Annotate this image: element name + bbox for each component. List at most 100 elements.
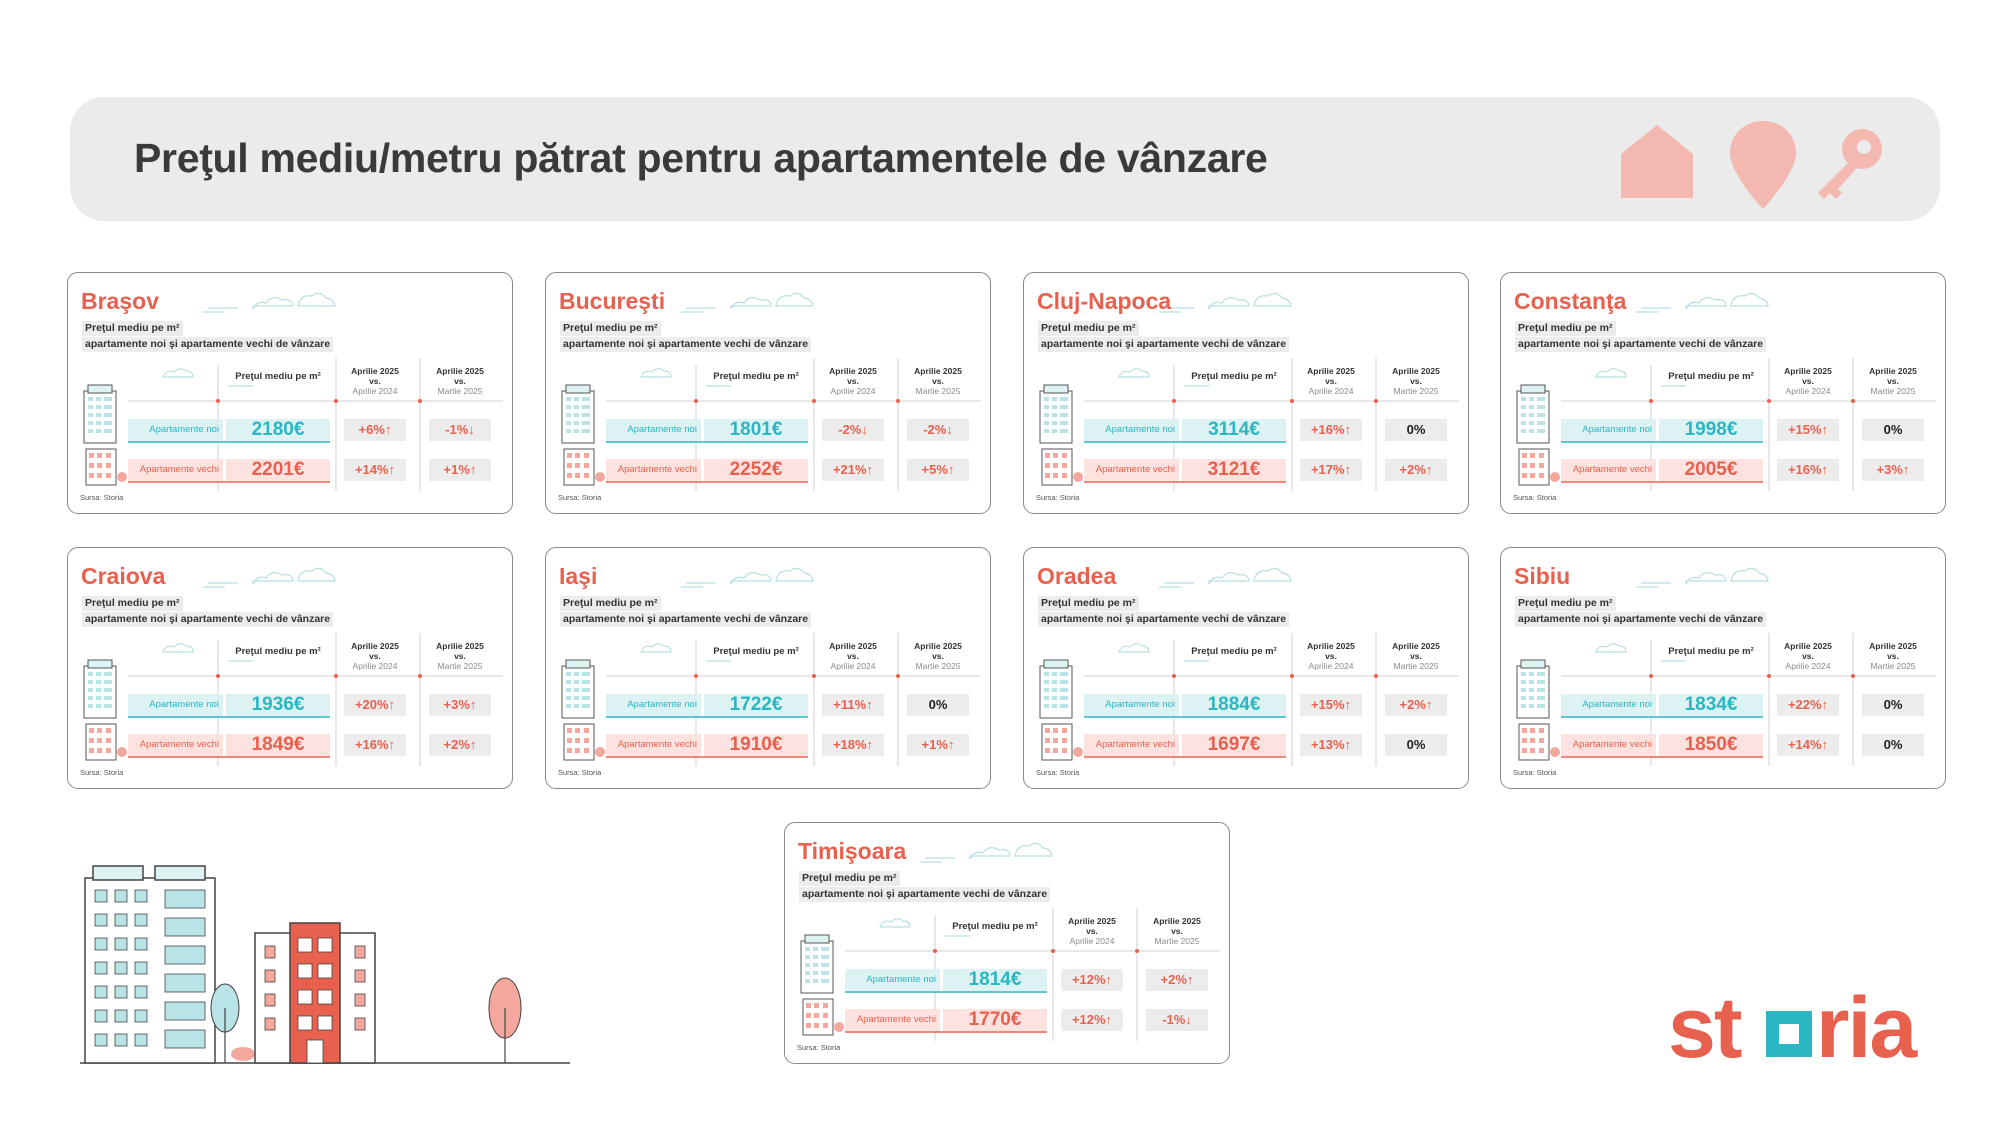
old-yoy-change: +12%↑ [1061,1009,1123,1031]
old-building-icon [85,723,127,761]
old-yoy-change: +18%↑ [822,734,884,756]
old-building-icon [1041,723,1083,761]
mom-header: Aprilie 2025 vs. Martie 2025 [436,366,484,396]
svg-text:st: st [1668,980,1742,1065]
old-yoy-change: +21%↑ [822,459,884,481]
new-mom-change: 0% [1385,419,1447,441]
new-yoy-change: +16%↑ [1300,419,1362,441]
old-building-icon [563,448,605,486]
old-price: 1697€ [1182,734,1286,756]
new-mom-change: 0% [1862,694,1924,716]
subtitle-line2: apartamente noi şi apartamente vechi de … [799,887,1051,902]
buildings-illustration [80,865,570,1064]
new-apartments-label: Apartamente noi [128,419,223,441]
subtitle-line1: Preţul mediu pe m² [1038,596,1139,611]
source-note: Sursa: Storia [1513,768,1557,777]
cloud-icon [1595,292,1769,387]
page-title: Preţul mediu/metru pătrat pentru apartam… [134,135,1268,181]
new-yoy-change: +12%↑ [1061,969,1123,991]
new-price: 1814€ [943,969,1047,991]
old-mom-change: -1%↓ [1146,1009,1208,1031]
new-price: 1801€ [704,419,808,441]
city-card-6: Oradea Preţul mediu pe m² apartamente no… [1023,547,1469,789]
source-note: Sursa: Storia [558,768,602,777]
old-apartments-label: Apartamente vechi [128,459,223,481]
new-apartments-label: Apartamente noi [1084,419,1179,441]
old-yoy-change: +14%↑ [1777,734,1839,756]
old-building-icon [1041,448,1083,486]
old-yoy-change: +14%↑ [344,459,406,481]
yoy-header: Aprilie 2025 vs. Aprilie 2024 [1307,641,1355,671]
new-apartments-label: Apartamente noi [606,419,701,441]
city-name: Iaşi [559,563,598,589]
location-pin-icon [1730,121,1796,209]
storia-logo: st ria [1668,980,1920,1065]
mom-header: Aprilie 2025 vs. Martie 2025 [1869,641,1917,671]
new-building-icon [561,384,595,444]
new-yoy-change: +15%↑ [1777,419,1839,441]
city-name: Craiova [81,563,166,589]
price-header: Preţul mediu pe m² [1191,371,1277,382]
new-building-icon [561,659,595,719]
old-mom-change: 0% [1862,734,1924,756]
city-card-1: Bucureşti Preţul mediu pe m² apartamente… [545,272,991,514]
source-note: Sursa: Storia [797,1043,841,1052]
new-price: 2180€ [226,419,330,441]
source-note: Sursa: Storia [1036,493,1080,502]
header-banner: Preţul mediu/metru pătrat pentru apartam… [70,97,1940,221]
yoy-header: Aprilie 2025 vs. Aprilie 2024 [1307,366,1355,396]
old-price: 1850€ [1659,734,1763,756]
old-price: 3121€ [1182,459,1286,481]
cloud-icon [162,567,336,662]
old-apartments-label: Apartamente vechi [128,734,223,756]
source-note: Sursa: Storia [1513,493,1557,502]
subtitle-line2: apartamente noi şi apartamente vechi de … [1038,337,1290,352]
cloud-icon [879,842,1053,937]
subtitle-line2: apartamente noi şi apartamente vechi de … [1038,612,1290,627]
mom-header: Aprilie 2025 vs. Martie 2025 [1153,916,1201,946]
subtitle-line2: apartamente noi şi apartamente vechi de … [560,612,812,627]
price-header: Preţul mediu pe m² [1668,646,1754,657]
svg-text:ria: ria [1816,980,1918,1065]
new-price: 1998€ [1659,419,1763,441]
city-card-5: Iaşi Preţul mediu pe m² apartamente noi … [545,547,991,789]
old-mom-change: +3%↑ [1862,459,1924,481]
old-yoy-change: +16%↑ [1777,459,1839,481]
new-price: 1722€ [704,694,808,716]
new-apartments-label: Apartamente noi [606,694,701,716]
price-header: Preţul mediu pe m² [235,371,321,382]
old-apartments-label: Apartamente vechi [606,459,701,481]
old-apartments-label: Apartamente vechi [1561,459,1656,481]
price-header: Preţul mediu pe m² [235,646,321,657]
old-building-icon [1518,448,1560,486]
old-building-icon [802,998,844,1036]
old-apartments-label: Apartamente vechi [845,1009,940,1031]
old-mom-change: +1%↑ [429,459,491,481]
city-card-2: Cluj-Napoca Preţul mediu pe m² apartamen… [1023,272,1469,514]
new-apartments-label: Apartamente noi [1561,694,1656,716]
city-name: Cluj-Napoca [1037,288,1172,314]
new-mom-change: 0% [907,694,969,716]
subtitle-line1: Preţul mediu pe m² [1515,596,1616,611]
old-building-icon [563,723,605,761]
source-note: Sursa: Storia [1036,768,1080,777]
mom-header: Aprilie 2025 vs. Martie 2025 [1392,641,1440,671]
card-illustration [1516,567,1936,766]
mom-header: Aprilie 2025 vs. Martie 2025 [436,641,484,671]
cloud-icon [1118,292,1292,387]
yoy-header: Aprilie 2025 vs. Aprilie 2024 [351,641,399,671]
city-name: Constanţa [1514,288,1627,314]
new-mom-change: +2%↑ [1385,694,1447,716]
new-building-icon [1039,659,1073,719]
new-price: 1884€ [1182,694,1286,716]
cloud-icon [1595,567,1769,662]
cloud-icon [640,292,814,387]
yoy-header: Aprilie 2025 vs. Aprilie 2024 [351,366,399,396]
city-name: Bucureşti [559,288,666,314]
old-price: 1770€ [943,1009,1047,1031]
card-illustration [83,567,503,766]
city-card-0: Braşov Preţul mediu pe m² apartamente no… [67,272,513,514]
card-illustration [83,292,503,491]
yoy-header: Aprilie 2025 vs. Aprilie 2024 [829,366,877,396]
new-building-icon [1516,384,1550,444]
